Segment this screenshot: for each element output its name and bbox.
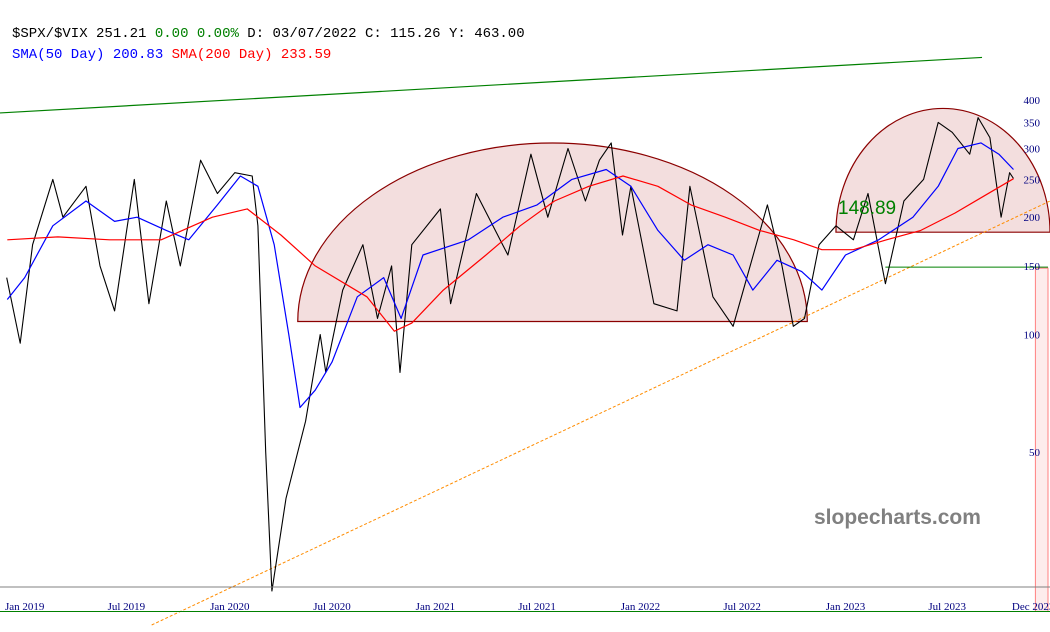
sma200-series-line	[7, 175, 1014, 332]
y-tick-label: 350	[1024, 117, 1041, 129]
y-tick-label: 100	[1024, 330, 1041, 342]
sma50-value: 200.83	[112, 47, 164, 63]
y-tick-label: 200	[1024, 212, 1041, 224]
dome-1	[297, 142, 808, 323]
y-tick-label: 400	[1024, 95, 1041, 107]
top-trendline	[0, 56, 983, 114]
y-tick-label: 300	[1024, 143, 1041, 155]
header-line-2: SMA(50 Day) 200.83 SMA(200 Day) 233.59	[12, 47, 331, 63]
c-label: C:	[364, 26, 382, 42]
y-tick-label: 250	[1024, 174, 1041, 186]
change-pct-value: 0.00%	[196, 26, 239, 42]
x-tick-label: Jul 2023	[928, 601, 966, 613]
x-tick-label: Dec 2023	[1012, 601, 1050, 613]
y-tick-label: 50	[1029, 447, 1041, 459]
symbol-label: $SPX/$VIX	[12, 26, 88, 42]
x-tick-label: Jan 2020	[210, 601, 250, 613]
last-value: 251.21	[96, 26, 147, 42]
price-series-line	[6, 117, 1014, 592]
date-label: D:	[247, 26, 265, 42]
x-tick-label: Jan 2021	[416, 601, 455, 613]
header-line-1: $SPX/$VIX 251.21 0.00 0.00% D: 03/07/202…	[12, 26, 525, 42]
x-tick-label: Jan 2019	[5, 601, 45, 613]
x-tick-label: Jul 2020	[313, 601, 351, 613]
x-tick-label: Jul 2019	[108, 601, 146, 613]
support-value-label: 148.89	[838, 198, 897, 219]
x-tick-label: Jul 2021	[518, 601, 556, 613]
dome-2	[835, 107, 1050, 233]
y-value: 463.00	[474, 26, 525, 42]
sma200-value: 233.59	[280, 47, 332, 63]
c-value: 115.26	[390, 26, 441, 42]
uptrend-line	[151, 200, 1050, 626]
sma50-label: SMA(50 Day)	[12, 47, 105, 63]
pink-zone	[1034, 267, 1049, 612]
y-label: Y:	[448, 26, 466, 42]
x-tick-label: Jan 2023	[826, 601, 866, 613]
date-value: 03/07/2022	[272, 26, 357, 42]
change-value: 0.00	[154, 26, 189, 42]
x-tick-label: Jul 2022	[723, 601, 761, 613]
sma200-label: SMA(200 Day)	[171, 47, 273, 63]
x-tick-label: Jan 2022	[621, 601, 660, 613]
watermark: slopecharts.com	[814, 506, 981, 529]
y-tick-label: 150	[1024, 261, 1041, 273]
sma50-series-line	[6, 142, 1014, 409]
